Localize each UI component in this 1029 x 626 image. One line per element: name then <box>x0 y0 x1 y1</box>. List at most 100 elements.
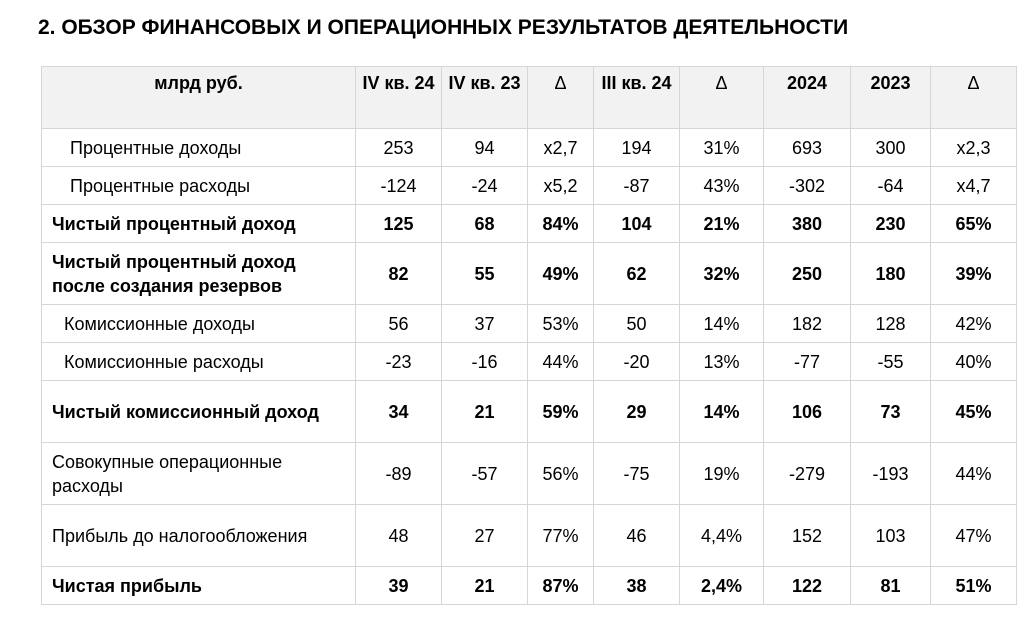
cell: 152 <box>763 504 851 567</box>
cell: 50 <box>593 304 680 343</box>
cell: 45% <box>930 380 1017 443</box>
cell: -24 <box>441 166 528 205</box>
header-units: млрд руб. <box>41 66 356 129</box>
cell: 39% <box>930 242 1017 305</box>
cell: 62 <box>593 242 680 305</box>
table-row: Комиссионные расходы -23 -16 44% -20 13%… <box>41 342 1017 381</box>
cell: 29 <box>593 380 680 443</box>
cell: 253 <box>355 128 442 167</box>
cell: x2,7 <box>527 128 594 167</box>
row-label: Комиссионные расходы <box>41 342 356 381</box>
table-row: Комиссионные доходы 56 37 53% 50 14% 182… <box>41 304 1017 343</box>
cell: 42% <box>930 304 1017 343</box>
cell: 59% <box>527 380 594 443</box>
cell: 128 <box>850 304 931 343</box>
table-row: Чистая прибыль 39 21 87% 38 2,4% 122 81 … <box>41 566 1017 605</box>
cell: -87 <box>593 166 680 205</box>
cell: 46 <box>593 504 680 567</box>
cell: 39 <box>355 566 442 605</box>
cell: 2,4% <box>679 566 764 605</box>
header-delta-year: Δ <box>930 66 1017 129</box>
cell: 14% <box>679 380 764 443</box>
header-2023: 2023 <box>850 66 931 129</box>
cell: 44% <box>527 342 594 381</box>
table-row: Чистый процентный доход 125 68 84% 104 2… <box>41 204 1017 243</box>
cell: 31% <box>679 128 764 167</box>
cell: -20 <box>593 342 680 381</box>
cell: 19% <box>679 442 764 505</box>
cell: 300 <box>850 128 931 167</box>
cell: 27 <box>441 504 528 567</box>
table-row: Прибыль до налогообложения 48 27 77% 46 … <box>41 504 1017 567</box>
cell: 106 <box>763 380 851 443</box>
cell: -279 <box>763 442 851 505</box>
cell: 34 <box>355 380 442 443</box>
cell: -55 <box>850 342 931 381</box>
cell: 180 <box>850 242 931 305</box>
table-row: Процентные расходы -124 -24 x5,2 -87 43%… <box>41 166 1017 205</box>
header-delta-yoy: Δ <box>527 66 594 129</box>
row-label: Чистый процентный доход <box>41 204 356 243</box>
cell: 250 <box>763 242 851 305</box>
cell: 81 <box>850 566 931 605</box>
cell: 194 <box>593 128 680 167</box>
row-label: Совокупные операционные расходы <box>41 442 356 505</box>
cell: 77% <box>527 504 594 567</box>
cell: -75 <box>593 442 680 505</box>
cell: 40% <box>930 342 1017 381</box>
cell: 43% <box>679 166 764 205</box>
header-2024: 2024 <box>763 66 851 129</box>
header-q3-24: III кв. 24 <box>593 66 680 129</box>
cell: x5,2 <box>527 166 594 205</box>
cell: -124 <box>355 166 442 205</box>
cell: 693 <box>763 128 851 167</box>
table-row: Чистый комиссионный доход 34 21 59% 29 1… <box>41 380 1017 443</box>
section-title: 2. ОБЗОР ФИНАНСОВЫХ И ОПЕРАЦИОННЫХ РЕЗУЛ… <box>38 16 849 39</box>
cell: 13% <box>679 342 764 381</box>
table-row: Совокупные операционные расходы -89 -57 … <box>41 442 1017 505</box>
row-label: Процентные расходы <box>41 166 356 205</box>
cell: 125 <box>355 204 442 243</box>
cell: -23 <box>355 342 442 381</box>
cell: 103 <box>850 504 931 567</box>
cell: -16 <box>441 342 528 381</box>
row-label: Процентные доходы <box>41 128 356 167</box>
cell: -302 <box>763 166 851 205</box>
cell: -89 <box>355 442 442 505</box>
cell: 47% <box>930 504 1017 567</box>
cell: 68 <box>441 204 528 243</box>
cell: 21 <box>441 380 528 443</box>
row-label: Чистая прибыль <box>41 566 356 605</box>
cell: 104 <box>593 204 680 243</box>
cell: 56% <box>527 442 594 505</box>
row-label: Комиссионные доходы <box>41 304 356 343</box>
cell: 44% <box>930 442 1017 505</box>
header-q4-24: IV кв. 24 <box>355 66 442 129</box>
cell: 84% <box>527 204 594 243</box>
table-row: Чистый процентный доход после создания р… <box>41 242 1017 305</box>
financial-results-table: млрд руб. IV кв. 24 IV кв. 23 Δ III кв. … <box>41 66 1017 605</box>
cell: 56 <box>355 304 442 343</box>
cell: -77 <box>763 342 851 381</box>
cell: x2,3 <box>930 128 1017 167</box>
cell: 182 <box>763 304 851 343</box>
header-q4-23: IV кв. 23 <box>441 66 528 129</box>
row-label: Чистый комиссионный доход <box>41 380 356 443</box>
cell: 21 <box>441 566 528 605</box>
cell: -64 <box>850 166 931 205</box>
cell: 14% <box>679 304 764 343</box>
cell: 53% <box>527 304 594 343</box>
cell: 230 <box>850 204 931 243</box>
cell: 65% <box>930 204 1017 243</box>
cell: 82 <box>355 242 442 305</box>
cell: 49% <box>527 242 594 305</box>
cell: 380 <box>763 204 851 243</box>
cell: 48 <box>355 504 442 567</box>
cell: -57 <box>441 442 528 505</box>
cell: 94 <box>441 128 528 167</box>
cell: 38 <box>593 566 680 605</box>
table-row: Процентные доходы 253 94 x2,7 194 31% 69… <box>41 128 1017 167</box>
row-label: Прибыль до налогообложения <box>41 504 356 567</box>
cell: 32% <box>679 242 764 305</box>
cell: x4,7 <box>930 166 1017 205</box>
